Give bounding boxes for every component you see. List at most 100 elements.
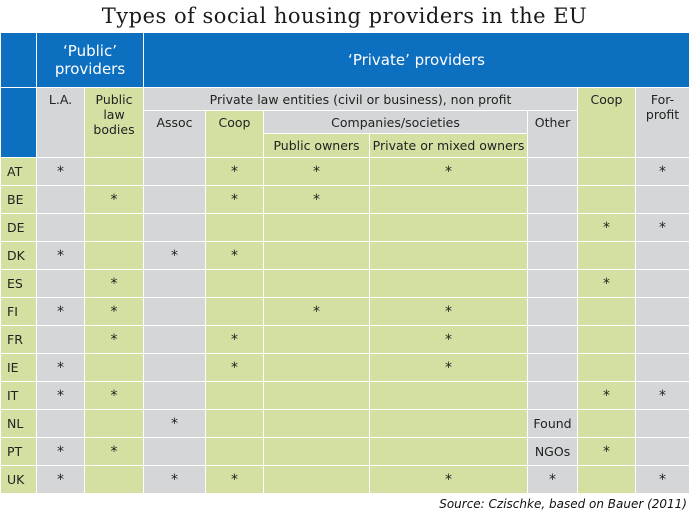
table-cell (143, 269, 207, 298)
header-public-law-bodies: Public law bodies (83, 87, 145, 158)
table-cell (263, 437, 371, 466)
table-cell: * (143, 409, 207, 438)
country-label: FI (0, 297, 37, 326)
table-cell: * (577, 437, 637, 466)
table-cell (369, 213, 529, 242)
country-label: UK (0, 465, 37, 494)
table-cell: * (369, 353, 529, 382)
table-cell: * (36, 157, 85, 186)
table-row: IT * * * * (0, 381, 689, 410)
table-cell: * (369, 465, 529, 494)
header-private-providers: ‘Private’ providers (143, 32, 689, 88)
table-cell: * (36, 381, 85, 410)
header-companies-societies: Companies/societies (263, 110, 529, 134)
country-label: NL (0, 409, 37, 438)
table-cell (83, 353, 145, 382)
table-cell (527, 213, 579, 242)
country-label: IE (0, 353, 37, 382)
table-cell (263, 353, 371, 382)
table-cell: * (205, 241, 265, 270)
table-cell: * (36, 437, 85, 466)
table-cell: * (83, 381, 145, 410)
table-cell (263, 213, 371, 242)
country-label: FR (0, 325, 37, 354)
header-public-owners: Public owners (263, 133, 371, 158)
table-cell: * (205, 325, 265, 354)
table-row: FI * * * * (0, 297, 689, 326)
table-cell (635, 409, 689, 438)
header-coop-top: Coop (577, 87, 637, 158)
table-cell: * (205, 157, 265, 186)
country-label: ES (0, 269, 37, 298)
table-cell: * (205, 185, 265, 214)
header-private-law-entities: Private law entities (civil or business)… (143, 87, 579, 111)
table-row: AT * * * * * (0, 157, 689, 186)
table-cell: * (577, 381, 637, 410)
source-note: Source: Czischke, based on Bauer (2011) (439, 497, 687, 511)
table-cell: * (369, 297, 529, 326)
table-cell: * (205, 353, 265, 382)
table-cell: * (36, 353, 85, 382)
table-cell (369, 241, 529, 270)
table-cell (36, 325, 85, 354)
table-cell (263, 381, 371, 410)
table-cell (369, 437, 529, 466)
table-cell (36, 185, 85, 214)
table-cell: Found (527, 409, 579, 438)
header-la: L.A. (36, 87, 85, 158)
table-cell (263, 241, 371, 270)
table-cell (143, 297, 207, 326)
table-cell: * (635, 465, 689, 494)
table-row: FR * * * (0, 325, 689, 354)
table-cell (263, 269, 371, 298)
table-row: PT * * NGOs * (0, 437, 689, 466)
table-cell (83, 157, 145, 186)
table-cell (143, 157, 207, 186)
table-cell (527, 241, 579, 270)
table-cell (143, 185, 207, 214)
table-cell (635, 353, 689, 382)
table-cell (143, 381, 207, 410)
table-cell: * (577, 269, 637, 298)
table-cell (263, 465, 371, 494)
table-cell (527, 157, 579, 186)
table-cell: * (263, 185, 371, 214)
table-cell: * (83, 185, 145, 214)
table-cell (205, 381, 265, 410)
table-cell (205, 297, 265, 326)
table-cell: * (635, 213, 689, 242)
table-cell (369, 381, 529, 410)
table-cell (577, 409, 637, 438)
table-cell (527, 325, 579, 354)
table-cell: * (143, 465, 207, 494)
header-assoc: Assoc (143, 110, 207, 158)
table-cell (83, 409, 145, 438)
header-other: Other (527, 110, 579, 158)
table-cell (577, 465, 637, 494)
table-cell (143, 213, 207, 242)
table-cell: * (83, 437, 145, 466)
table-cell (577, 241, 637, 270)
table-cell (635, 437, 689, 466)
table-body: AT * * * * * BE * * * DE * * DK * * * ES * * FI * * * * FR * * * IE * *… (0, 157, 689, 494)
header-for-profit: For-profit (635, 87, 689, 158)
providers-table: ‘Public’ providers ‘Private’ providers L… (0, 32, 689, 494)
table-cell (635, 185, 689, 214)
table-cell: * (36, 241, 85, 270)
table-cell (369, 409, 529, 438)
table-cell: * (263, 297, 371, 326)
table-cell: * (577, 213, 637, 242)
table-cell (143, 325, 207, 354)
table-cell: * (36, 465, 85, 494)
table-cell: * (369, 325, 529, 354)
header-coop: Coop (205, 110, 265, 158)
country-label: DK (0, 241, 37, 270)
table-cell (577, 353, 637, 382)
table-cell (635, 325, 689, 354)
country-label: BE (0, 185, 37, 214)
table-cell (527, 381, 579, 410)
table-row: UK * * * * * * (0, 465, 689, 494)
table-row: ES * * (0, 269, 689, 298)
table-cell: * (635, 381, 689, 410)
table-cell (635, 269, 689, 298)
